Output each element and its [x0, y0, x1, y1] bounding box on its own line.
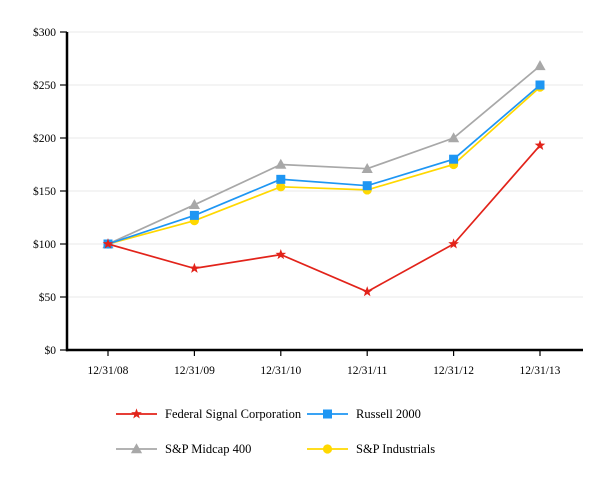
- legend-label-sp-midcap-400: S&P Midcap 400: [165, 441, 252, 456]
- line-chart-canvas: $0 $50 $100 $150 $200 $250 $300 12/31/08 12/31/0…: [33, 26, 583, 377]
- y-axis-tick-label: $100: [33, 238, 56, 251]
- legend-item-sp-midcap-400: S&P Midcap 400: [116, 441, 251, 457]
- sp-industrials-circle-legend-icon: [307, 444, 348, 454]
- y-axis-tick-label: $200: [33, 132, 56, 145]
- series-federal-signal-corporation: [102, 139, 546, 297]
- y-axis-tick-label: $300: [33, 26, 56, 39]
- x-axis-tick-label: 12/31/13: [520, 365, 561, 377]
- legend-label-sp-industrials: S&P Industrials: [356, 441, 436, 456]
- legend-label-federal-signal: Federal Signal Corporation: [165, 406, 302, 421]
- x-axis-tick-label: 12/31/09: [174, 365, 215, 377]
- federal-signal-star-legend-icon: [116, 408, 157, 419]
- x-axis-tick-label: 12/31/10: [260, 365, 301, 377]
- sp-midcap-400-triangle-legend-icon: [116, 443, 157, 454]
- y-axis-tick-label: $150: [33, 185, 56, 198]
- legend-item-sp-industrials: S&P Industrials: [307, 441, 435, 457]
- x-axis-tick-label: 12/31/11: [347, 365, 388, 377]
- legend-item-russell-2000: Russell 2000: [307, 406, 421, 422]
- x-axis-tick-label: 12/31/12: [433, 365, 474, 377]
- y-axis-tick-label: $250: [33, 79, 56, 92]
- y-axis-tick-label: $0: [45, 344, 57, 357]
- legend-label-russell-2000: Russell 2000: [356, 406, 421, 421]
- x-axis-tick-label: 12/31/08: [88, 365, 129, 377]
- russell-2000-square-legend-icon: [307, 409, 348, 419]
- series-s-p-midcap-400: [102, 60, 546, 249]
- legend-item-federal-signal: Federal Signal Corporation: [116, 406, 301, 422]
- y-axis-tick-label: $50: [39, 291, 57, 304]
- series-russell-2000: [103, 80, 545, 249]
